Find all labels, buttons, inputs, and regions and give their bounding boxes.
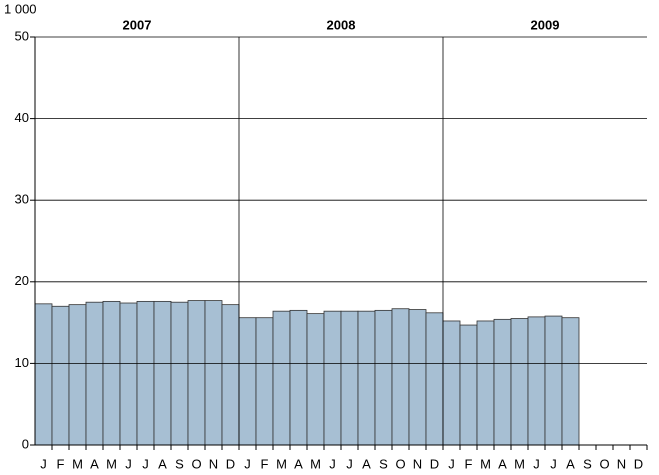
bar [221,304,240,446]
bar [357,310,376,446]
x-tick-label: D [430,456,439,471]
x-tick-label: S [175,456,184,471]
bar [374,309,393,446]
bar [85,301,104,446]
bar [544,315,563,446]
y-tick-label: 0 [22,436,29,451]
year-label: 2007 [123,17,152,32]
bar [51,305,70,446]
x-tick-label: A [498,456,507,471]
x-tick-label: M [106,456,117,471]
bar [391,308,410,446]
bar [442,320,461,446]
x-tick-label: F [465,456,473,471]
bar [306,313,325,446]
bar [561,317,580,446]
x-tick-label: J [533,456,540,471]
bar [187,300,206,446]
bar [476,320,495,446]
bar [425,312,444,446]
x-tick-label: S [583,456,592,471]
bar [493,318,512,446]
x-tick-label: J [142,456,149,471]
bar [459,324,478,446]
x-tick-label: A [362,456,371,471]
bar [323,310,342,446]
x-tick-label: D [226,456,235,471]
x-tick-label: M [276,456,287,471]
y-tick-label: 50 [15,28,29,43]
bar [272,310,291,446]
y-tick-label: 20 [15,273,29,288]
year-label: 2008 [327,17,356,32]
x-tick-label: J [40,456,47,471]
x-tick-label: J [329,456,336,471]
bar [289,309,308,446]
y-tick-label: 10 [15,355,29,370]
x-tick-label: J [346,456,353,471]
x-tick-label: M [514,456,525,471]
x-tick-label: A [566,456,575,471]
bar [204,300,223,446]
x-tick-label: A [294,456,303,471]
year-label: 2009 [531,17,560,32]
x-tick-label: N [413,456,422,471]
bar [510,318,529,446]
bar [340,310,359,446]
y-tick-label: 40 [15,110,29,125]
x-tick-label: A [158,456,167,471]
bar [255,317,274,446]
x-tick-label: D [634,456,643,471]
x-tick-label: O [599,456,609,471]
x-tick-label: A [90,456,99,471]
bar [153,300,172,446]
x-tick-label: O [191,456,201,471]
x-tick-label: J [550,456,557,471]
bar [527,316,546,446]
bar [34,303,53,446]
x-tick-label: M [72,456,83,471]
bar [119,302,138,446]
x-tick-label: F [261,456,269,471]
x-tick-label: O [395,456,405,471]
bar [136,300,155,446]
x-tick-label: J [244,456,251,471]
bar [408,309,427,446]
bar [102,300,121,446]
bar [238,317,257,446]
x-tick-label: N [209,456,218,471]
x-tick-label: M [480,456,491,471]
x-tick-label: F [57,456,65,471]
x-tick-label: J [448,456,455,471]
x-tick-label: S [379,456,388,471]
bar [170,301,189,446]
y-tick-label: 30 [15,192,29,207]
x-tick-label: M [310,456,321,471]
x-tick-label: J [125,456,132,471]
x-tick-label: N [617,456,626,471]
bar [68,304,87,446]
y-unit: 1 000 [4,1,37,16]
